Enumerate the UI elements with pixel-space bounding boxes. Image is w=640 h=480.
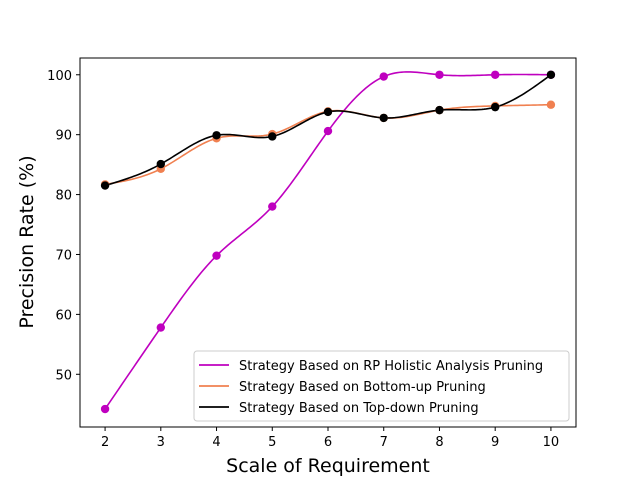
series-0-point bbox=[379, 72, 388, 81]
series-1-point bbox=[546, 100, 556, 109]
y-tick-label: 80 bbox=[55, 189, 72, 204]
y-tick-label: 100 bbox=[47, 69, 72, 84]
y-tick-label: 60 bbox=[55, 308, 72, 323]
series-2-point bbox=[100, 181, 110, 190]
legend-label-rp-holistic: Strategy Based on RP Holistic Analysis P… bbox=[239, 359, 543, 374]
legend-label-top-down: Strategy Based on Top-down Pruning bbox=[239, 401, 479, 416]
x-tick-label: 5 bbox=[268, 435, 276, 450]
series-2-point bbox=[212, 131, 221, 140]
series-0-point bbox=[268, 202, 277, 211]
series-2-point bbox=[490, 102, 500, 112]
series-2-point bbox=[323, 107, 333, 117]
x-axis-label: Scale of Requirement bbox=[226, 455, 430, 477]
y-axis-label: Precision Rate (%) bbox=[16, 155, 38, 328]
series-layer bbox=[100, 70, 556, 414]
y-tick-label: 50 bbox=[55, 368, 72, 383]
x-tick-label: 10 bbox=[543, 435, 560, 450]
y-axis-ticks: 50 60 70 80 90 100 bbox=[47, 69, 80, 383]
series-0-point bbox=[156, 323, 166, 332]
y-tick-label: 90 bbox=[55, 129, 72, 144]
x-tick-label: 3 bbox=[157, 435, 165, 450]
series-2-point bbox=[156, 159, 166, 169]
series-0-point bbox=[100, 404, 110, 414]
x-tick-label: 8 bbox=[435, 435, 443, 450]
series-2-point bbox=[268, 132, 277, 141]
series-0-point bbox=[490, 70, 500, 79]
series-0-point bbox=[435, 70, 444, 79]
legend-label-bottom-up: Strategy Based on Bottom-up Pruning bbox=[239, 380, 486, 395]
x-tick-label: 4 bbox=[212, 435, 220, 450]
series-2-point bbox=[379, 113, 388, 123]
x-tick-label: 2 bbox=[101, 435, 109, 450]
x-tick-label: 9 bbox=[491, 435, 499, 450]
x-tick-label: 6 bbox=[324, 435, 332, 450]
legend-box bbox=[193, 350, 570, 422]
y-tick-label: 70 bbox=[55, 248, 72, 263]
x-tick-label: 7 bbox=[380, 435, 388, 450]
x-axis-ticks: 2 3 4 5 6 7 8 9 10 bbox=[101, 427, 559, 450]
series-0-point bbox=[212, 251, 221, 260]
series-0-point bbox=[323, 126, 333, 136]
series-2-point bbox=[435, 105, 444, 115]
legend: Strategy Based on RP Holistic Analysis P… bbox=[193, 350, 570, 422]
series-2-point bbox=[546, 70, 556, 79]
